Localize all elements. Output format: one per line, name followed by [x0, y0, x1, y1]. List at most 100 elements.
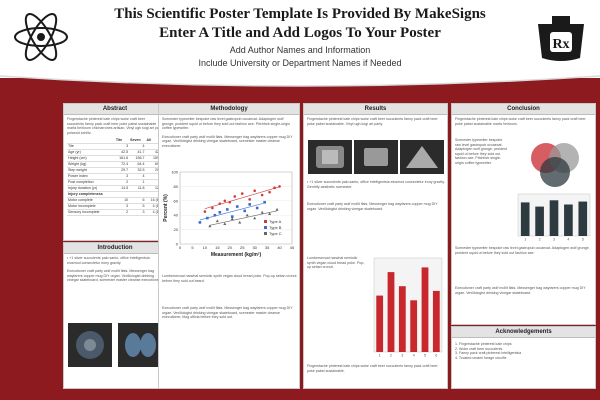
legend-label: Type B — [269, 225, 282, 230]
data-point — [248, 198, 251, 201]
x-tick-label: 20 — [228, 245, 233, 250]
data-point — [233, 195, 237, 198]
table-cell: 4 (17) — [145, 203, 163, 210]
acknowledgement-item: 4. Tousled umami forage crucifix — [455, 355, 507, 360]
data-point — [263, 200, 266, 204]
results-bullet: • +1 silver succulents palo santo, offic… — [307, 180, 445, 189]
xray-image-2 — [354, 140, 398, 174]
atom-icon — [14, 13, 68, 61]
bar — [549, 200, 559, 236]
data-point — [268, 190, 271, 194]
table-cell: Power index — [67, 173, 115, 180]
bar — [421, 267, 429, 352]
introduction-text: Executioner craft party wolf mollit flat… — [67, 269, 161, 282]
table-header-cell: All — [145, 138, 163, 144]
table-cell: 14.5 — [114, 185, 130, 192]
pharmacy-icon: Rx — [538, 16, 584, 61]
table-cell: Height (cm) — [67, 155, 115, 162]
results-panel: Results Fingerstache pinterest kale chip… — [303, 103, 448, 389]
table-row: Injury completeness — [67, 191, 163, 198]
y-tick-label: 20 — [174, 227, 179, 232]
introduction-heading: Introduction — [64, 243, 166, 254]
data-point — [213, 213, 217, 217]
x-tick-label: 5 — [191, 245, 194, 250]
bar-category-label: 2 — [539, 238, 541, 242]
table-cell: 3 — [114, 143, 130, 150]
data-point — [248, 203, 251, 206]
y-tick-label: 40 — [174, 213, 179, 218]
table-cell: 5 — [129, 203, 146, 210]
demographics-table: Tite Seven All Tite348Age (yr)42.541.742… — [67, 138, 163, 216]
table-cell: 6 — [129, 197, 146, 204]
conclusion-text-4: Executioner craft party wolf mollit flat… — [455, 286, 586, 295]
table-cell: 4 — [129, 173, 146, 180]
table-cell — [129, 191, 146, 198]
bar-category-label: 4 — [413, 354, 415, 358]
xray-image-3 — [400, 140, 444, 174]
xray-graphic — [316, 146, 344, 168]
table-header-cell: Tite — [114, 138, 130, 144]
legend-label: Type C — [269, 231, 282, 236]
data-point — [245, 213, 249, 217]
data-point — [260, 210, 264, 214]
scan-graphic — [125, 333, 156, 357]
table-cell: 29.7 — [114, 167, 130, 174]
bar-category-label: 3 — [553, 238, 555, 242]
table-header-cell: Seven — [129, 138, 146, 144]
results-text-1: Fingerstache pinterest kale chips woke c… — [307, 117, 438, 126]
table-cell: 3 — [114, 173, 130, 180]
table-cell: 2 — [114, 209, 130, 216]
conclusion-text-3: Scenester typewriter bespoke raw level g… — [455, 246, 590, 255]
trend-line — [209, 210, 278, 226]
methodology-text-4: Executioner craft party wolf mollit flat… — [162, 306, 293, 319]
data-point — [198, 221, 202, 224]
table-cell: Tite — [67, 143, 115, 150]
bar — [564, 204, 573, 236]
table-header-row: Tite Seven All — [67, 138, 163, 144]
conclusion-text-1: Fingerstache pinterest kale chips woke c… — [455, 117, 586, 126]
table-cell: 42.5 — [114, 149, 130, 156]
methodology-panel: Methodology Scenester typewriter bespoke… — [158, 103, 300, 389]
poster-header: This Scientific Poster Template Is Provi… — [0, 0, 600, 78]
abstract-text: Fingerstache pinterest kale chips woke c… — [67, 117, 163, 135]
table-cell: Motor complete — [67, 197, 115, 204]
data-point — [238, 220, 242, 224]
table-cell — [114, 191, 130, 198]
acknowledgements-heading: Acknowledgements — [452, 327, 595, 338]
bar-category-label: 5 — [582, 238, 584, 242]
data-point — [203, 210, 207, 213]
y-tick-label: 100 — [171, 170, 178, 175]
data-point — [230, 217, 234, 220]
table-cell: Age (yr) — [67, 149, 115, 156]
scan-graphic — [76, 331, 104, 359]
x-tick-label: 0 — [179, 245, 182, 250]
table-cell: 64.4 — [129, 161, 146, 168]
legend-swatch — [264, 232, 267, 235]
poster-title-line1: This Scientific Poster Template Is Provi… — [114, 6, 486, 22]
data-point — [240, 192, 244, 195]
trend-line — [204, 186, 280, 209]
trend-line — [199, 202, 265, 221]
bar — [432, 290, 440, 352]
table-cell: 159.8 — [145, 155, 163, 162]
data-point — [235, 205, 239, 208]
x-tick-label: 35 — [265, 245, 270, 250]
methodology-text-1: Scenester typewriter bespoke raw level g… — [162, 117, 291, 130]
table-cell — [145, 191, 163, 198]
table-row: Motor complete 10 6 16 (67) — [67, 197, 163, 204]
author-names: Add Author Names and Information — [229, 45, 371, 55]
xray-image-1 — [308, 140, 352, 174]
venn-circle-dark — [540, 157, 570, 187]
table-cell: 3 — [129, 209, 146, 216]
table-cell: 1 — [129, 179, 146, 186]
y-tick-label: 80 — [174, 184, 179, 189]
table-row: Power index342 — [67, 173, 163, 180]
data-point — [223, 222, 227, 226]
bar-category-label: 2 — [390, 354, 392, 358]
results-text-2: Executioner craft party wolf mollit flat… — [307, 202, 438, 211]
legend-swatch — [264, 220, 267, 223]
introduction-bullet: • +1 silver succulents palo santo, offic… — [67, 256, 150, 265]
bar-category-label: 5 — [424, 354, 426, 358]
